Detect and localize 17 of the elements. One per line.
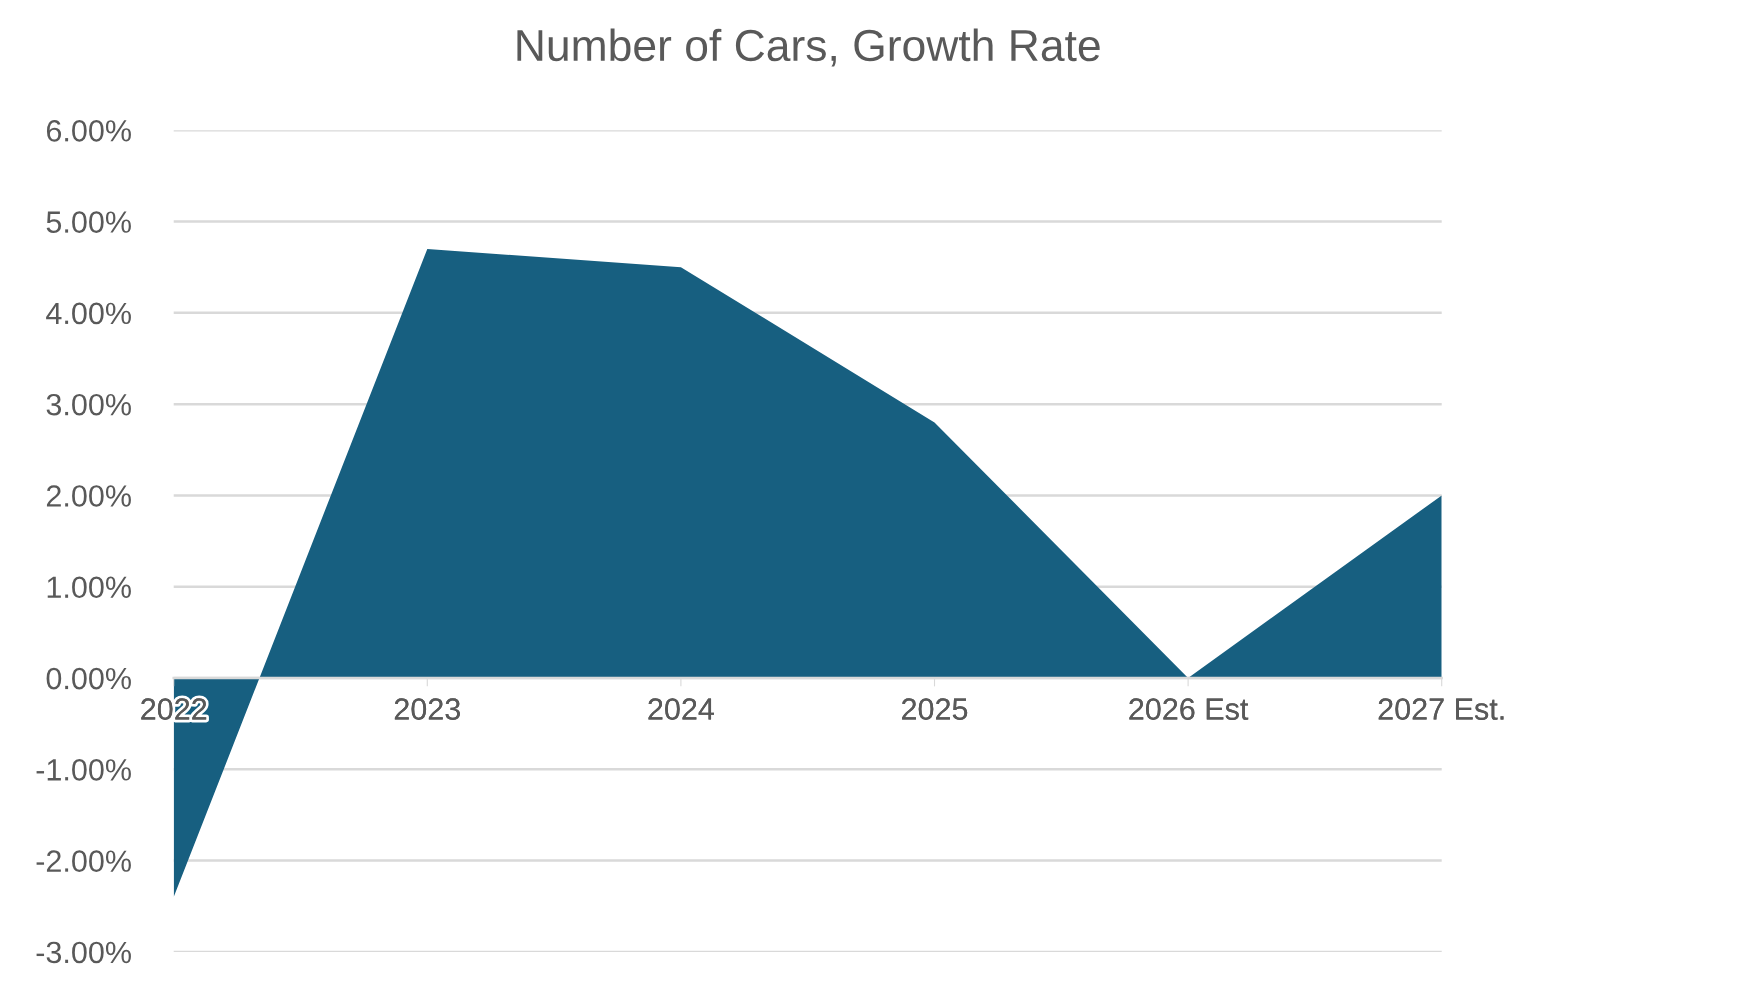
y-tick-label: 3.00% [46, 393, 131, 416]
x-tick-label: 2024 [648, 698, 714, 720]
y-tick-label: -2.00% [36, 850, 131, 872]
y-tick-label: 2.00% [46, 485, 131, 507]
chart-title: Number of Cars, Growth Rate [517, 28, 1100, 67]
x-tick-label: 2026 Est [1129, 698, 1249, 720]
y-tick-label: 4.00% [46, 302, 131, 325]
y-tick-label: -3.00% [36, 941, 131, 964]
y-tick-label: 6.00% [46, 120, 131, 142]
x-tick-label: 2027 Est. [1378, 698, 1504, 720]
y-tick-label: 5.00% [46, 211, 131, 233]
y-tick-label: 1.00% [47, 576, 131, 599]
y-tick-label: -1.00% [36, 759, 131, 781]
x-tick-label: 2025 [902, 698, 968, 720]
x-tick-label: 2022 [141, 698, 207, 720]
x-tick-label: 2023 [394, 698, 460, 720]
y-tick-label: 0.00% [46, 667, 131, 690]
